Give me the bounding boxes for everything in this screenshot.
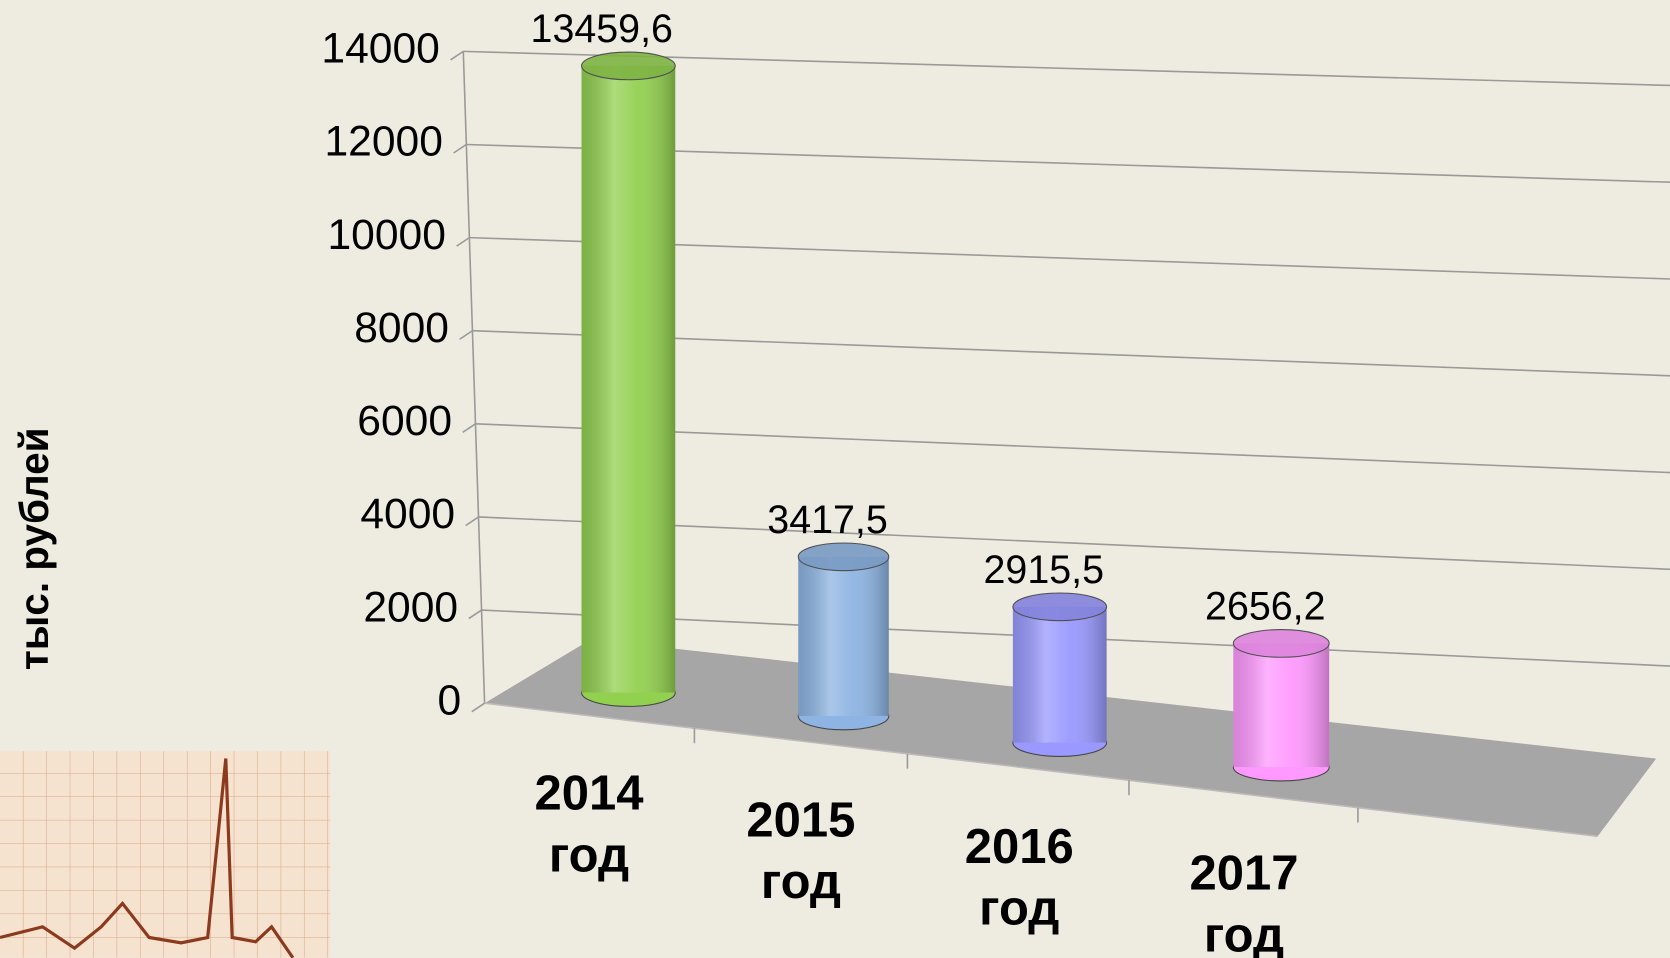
x-tick-label-box: 2015 год bbox=[746, 791, 856, 909]
bar-group bbox=[580, 51, 676, 707]
floor-edge bbox=[484, 702, 1598, 838]
bar-group bbox=[1012, 592, 1108, 757]
x-tick-label-box: 2017 год bbox=[1189, 844, 1299, 958]
x-tick-label: 2016 год bbox=[964, 818, 1074, 936]
bar-top bbox=[1012, 592, 1108, 622]
value-label: 3417,5 bbox=[767, 498, 887, 542]
value-label: 2656,2 bbox=[1205, 585, 1325, 629]
bar-top-shade bbox=[1233, 629, 1330, 658]
bar-shading bbox=[1012, 606, 1107, 743]
y-axis-title: тыс. рублей bbox=[11, 427, 57, 670]
bar-top bbox=[1232, 629, 1330, 658]
x-tick-label: 2017 год bbox=[1189, 844, 1299, 958]
y-tick bbox=[450, 50, 464, 61]
value-label: 2915,5 bbox=[984, 548, 1104, 592]
bar-top-shade bbox=[798, 543, 889, 571]
grid-line bbox=[478, 516, 1670, 571]
y-tick bbox=[456, 236, 470, 247]
value-label: 13459,6 bbox=[531, 7, 673, 51]
bar-shading bbox=[1233, 643, 1330, 768]
y-tick bbox=[453, 143, 467, 154]
y-axis bbox=[462, 51, 486, 704]
bar-group bbox=[797, 542, 890, 731]
y-tick-label: 8000 bbox=[354, 304, 449, 352]
y-tick bbox=[465, 516, 479, 527]
y-tick bbox=[471, 702, 486, 713]
y-tick-label: 14000 bbox=[321, 25, 439, 73]
y-tick bbox=[459, 330, 473, 340]
decor-image bbox=[0, 751, 331, 958]
bar-top bbox=[797, 542, 890, 572]
bar-group bbox=[1232, 629, 1330, 782]
y-tick-label: 6000 bbox=[357, 397, 452, 445]
bar-shading bbox=[798, 556, 889, 716]
y-tick bbox=[468, 609, 482, 620]
x-tick-label: 2014 год bbox=[534, 764, 644, 883]
bar-top bbox=[580, 51, 676, 81]
y-tick-label: 4000 bbox=[360, 490, 455, 538]
x-tick-label: 2015 год bbox=[746, 791, 856, 909]
y-tick-label: 2000 bbox=[363, 583, 458, 631]
x-tick-label-box: 2014 год bbox=[534, 764, 644, 883]
bar-top-shade bbox=[581, 52, 676, 80]
y-tick-label: 0 bbox=[437, 676, 461, 724]
y-tick bbox=[462, 423, 476, 434]
x-tick-label-box: 2016 год bbox=[964, 818, 1074, 936]
bar-top-shade bbox=[1012, 593, 1107, 621]
y-tick-label: 10000 bbox=[327, 211, 445, 259]
bar-shading bbox=[581, 65, 676, 693]
y-tick-label: 12000 bbox=[324, 118, 442, 166]
